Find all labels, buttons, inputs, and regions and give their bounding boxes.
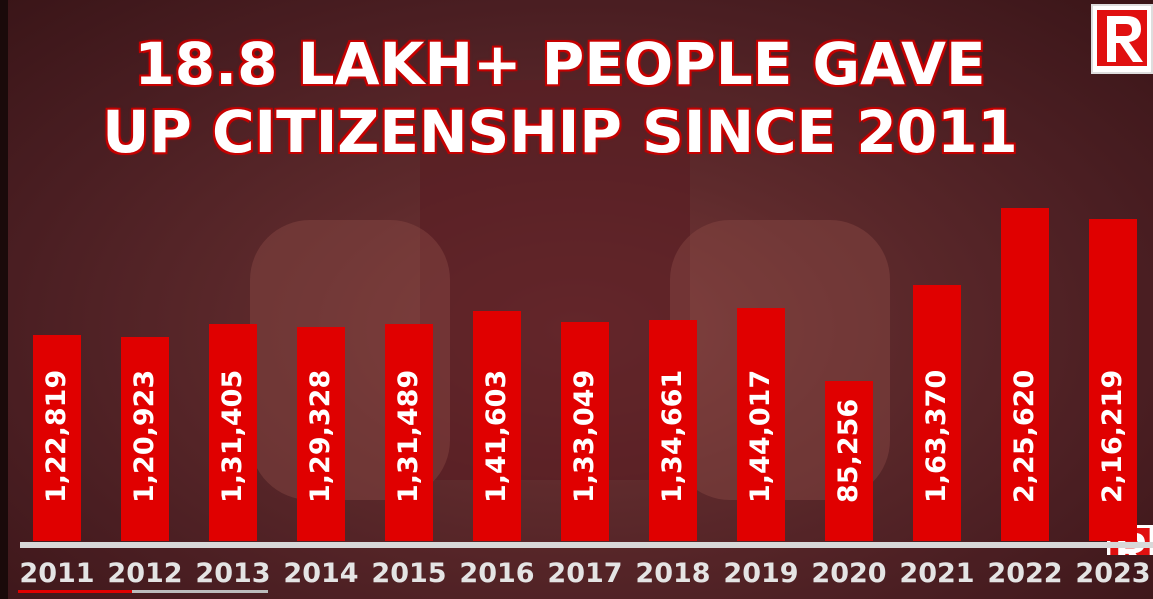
data-label: 1,31,405 xyxy=(217,369,248,503)
video-progress-bar[interactable] xyxy=(18,590,1153,593)
x-tick-label: 2016 xyxy=(459,558,535,589)
x-tick-label: 2021 xyxy=(899,558,975,589)
x-tick-label: 2015 xyxy=(371,558,447,589)
data-label: 1,34,661 xyxy=(657,369,688,503)
data-label: 1,44,017 xyxy=(745,369,776,503)
x-tick-label: 2017 xyxy=(547,558,623,589)
progress-played xyxy=(18,590,132,593)
title-line-1: 18.8 LAKH+ PEOPLE GAVE xyxy=(134,30,986,98)
x-tick-label: 2013 xyxy=(195,558,271,589)
frame-edge xyxy=(0,0,8,599)
bar-2016: 1,41,603 xyxy=(473,311,521,541)
progress-loaded xyxy=(18,590,268,593)
x-axis-line xyxy=(20,542,1153,548)
bar-2015: 1,31,489 xyxy=(385,323,433,541)
data-label: 2,25,620 xyxy=(1009,369,1040,503)
x-tick-label: 2012 xyxy=(107,558,183,589)
x-tick-label: 2022 xyxy=(987,558,1063,589)
data-label: 1,20,923 xyxy=(129,369,160,503)
bar-2018: 1,34,661 xyxy=(649,319,697,541)
x-tick-label: 2019 xyxy=(723,558,799,589)
x-tick-label: 2014 xyxy=(283,558,359,589)
title-line-2: UP CITIZENSHIP SINCE 2011 xyxy=(102,98,1018,166)
bar-2021: 1,63,370 xyxy=(913,284,961,541)
chart-title: 18.8 LAKH+ PEOPLE GAVE UP CITIZENSHIP SI… xyxy=(40,30,1080,166)
data-label: 1,63,370 xyxy=(921,369,952,503)
x-tick-label: 2011 xyxy=(19,558,95,589)
data-label: 2,16,219 xyxy=(1097,369,1128,503)
bar-2014: 1,29,328 xyxy=(297,326,345,541)
bar-2020: 85,256 xyxy=(825,380,873,541)
bar-2023: 2,16,219 xyxy=(1089,219,1137,541)
data-label: 1,22,819 xyxy=(41,369,72,503)
data-label: 1,33,049 xyxy=(569,369,600,503)
passport-background-image xyxy=(420,80,690,480)
bar-2011: 1,22,819 xyxy=(33,334,81,541)
data-label: 1,31,489 xyxy=(393,369,424,503)
data-label: 85,256 xyxy=(833,398,864,503)
channel-logo xyxy=(1091,4,1153,74)
data-label: 1,29,328 xyxy=(305,369,336,503)
data-label: 1,41,603 xyxy=(481,369,512,503)
bar-2019: 1,44,017 xyxy=(737,308,785,541)
bar-2012: 1,20,923 xyxy=(121,336,169,541)
x-tick-label: 2018 xyxy=(635,558,711,589)
microphone-logo-icon xyxy=(1097,10,1147,66)
bar-2022: 2,25,620 xyxy=(1001,207,1049,541)
x-tick-label: 2023 xyxy=(1075,558,1151,589)
x-tick-label: 2020 xyxy=(811,558,887,589)
bar-2017: 1,33,049 xyxy=(561,321,609,541)
bar-2013: 1,31,405 xyxy=(209,323,257,541)
